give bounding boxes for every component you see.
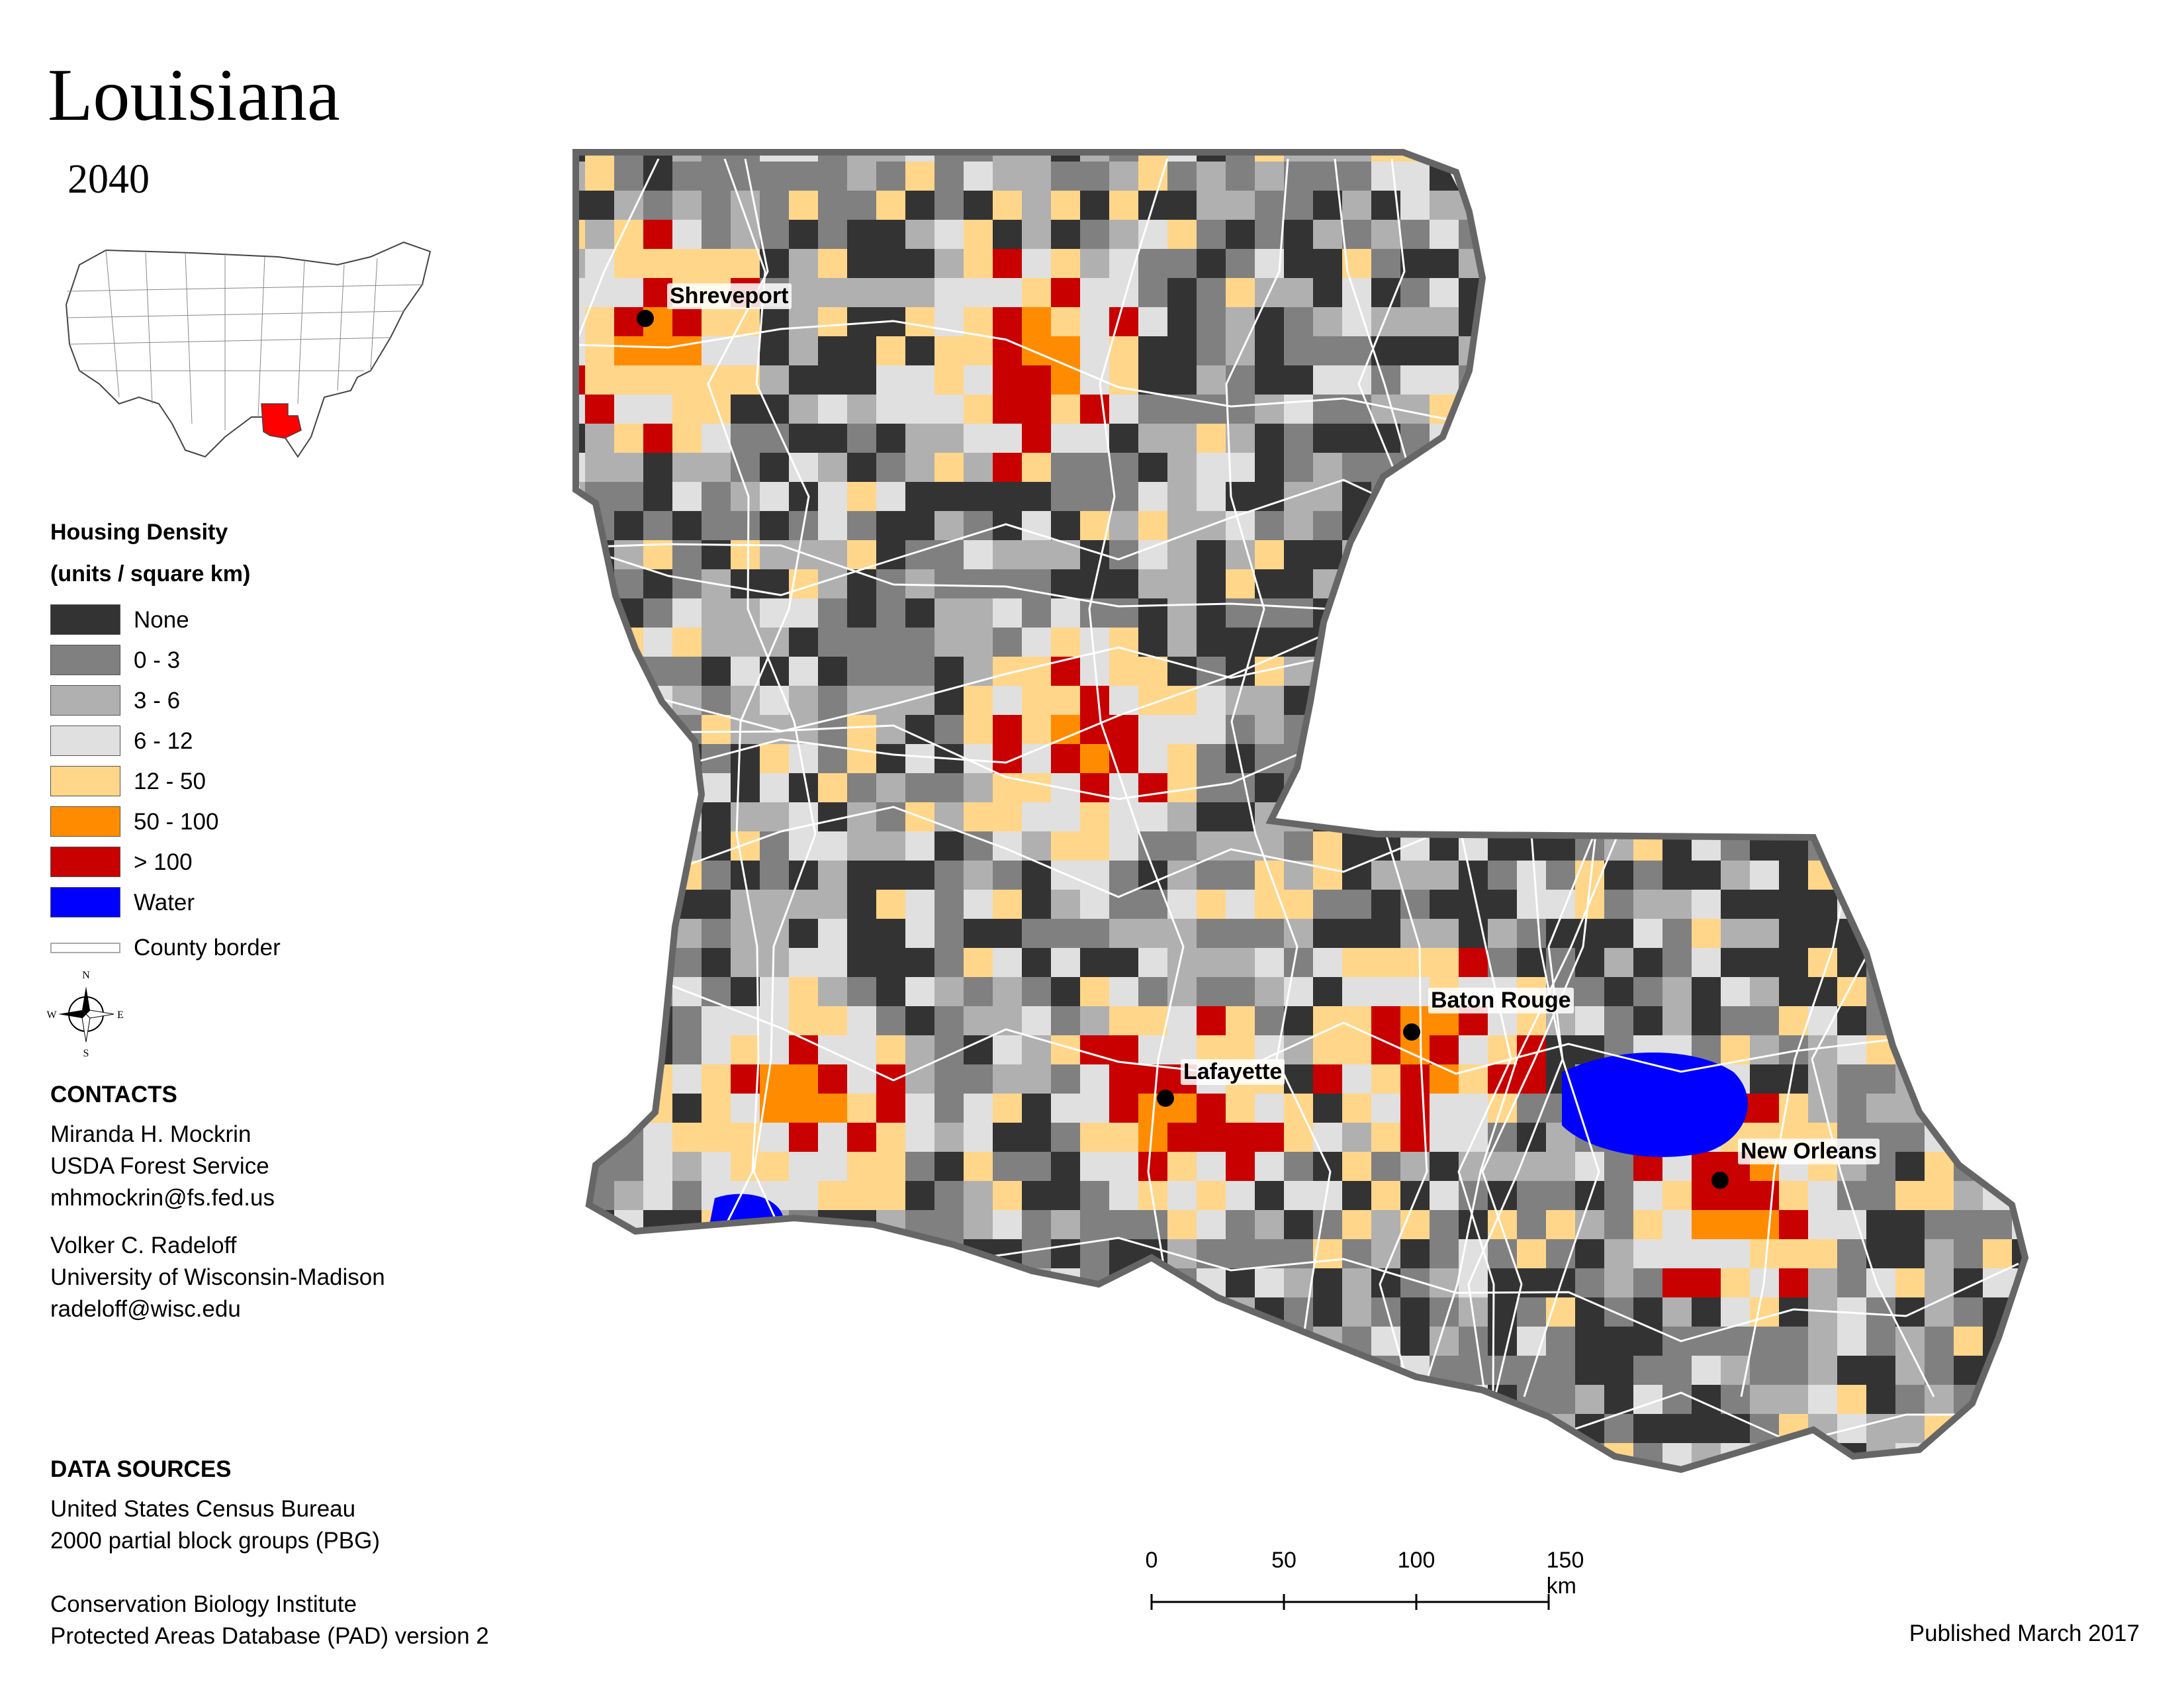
louisiana-housing-density-map: Shreveport Baton Rouge Lafayette New Orl… [556, 132, 2052, 1536]
shreveport-marker-icon[interactable] [637, 310, 654, 327]
us-locator-map [65, 241, 432, 458]
contact-org: USDA Forest Service [50, 1153, 269, 1179]
legend-swatch [50, 887, 120, 917]
contact-2: Volker C. Radeloff University of Wiscons… [50, 1230, 385, 1325]
legend-unit: (units / square km) [50, 561, 251, 586]
legend-label: 3 - 6 [134, 688, 181, 714]
data-source-line: Conservation Biology Institute [50, 1591, 357, 1617]
legend-label: > 100 [134, 849, 193, 875]
published-date: Published March 2017 [1909, 1620, 2140, 1646]
contact-name: Miranda H. Mockrin [50, 1121, 251, 1147]
map-title: Louisiana [48, 54, 340, 136]
legend-label: 6 - 12 [134, 728, 193, 754]
scale-tick-label: 0 [1145, 1548, 1158, 1573]
legend-swatch [50, 766, 120, 796]
legend-swatch [50, 806, 120, 837]
lafayette-marker-icon[interactable] [1157, 1090, 1174, 1107]
contacts-heading: CONTACTS [50, 1082, 177, 1107]
compass-rose-icon: N S E W [46, 970, 124, 1059]
contact-org: University of Wisconsin-Madison [50, 1264, 385, 1290]
data-source-line: 2000 partial block groups (PBG) [50, 1528, 381, 1554]
compass-s: S [83, 1048, 89, 1059]
scale-bar: 0 50 100 150 km [1125, 1548, 1588, 1648]
baton-rouge-marker-icon[interactable] [1403, 1023, 1420, 1041]
contact-email[interactable]: mhmockrin@fs.fed.us [50, 1185, 275, 1211]
legend-heading: Housing Density [50, 520, 228, 545]
contact-1: Miranda H. Mockrin USDA Forest Service m… [50, 1119, 275, 1214]
new-orleans-marker-icon[interactable] [1711, 1172, 1729, 1189]
data-source-line: United States Census Bureau [50, 1496, 356, 1522]
data-source-line: Protected Areas Database (PAD) version 2 [50, 1623, 489, 1649]
legend-label: Water [134, 890, 195, 915]
county-border-swatch [50, 943, 120, 953]
louisiana-highlight [261, 403, 302, 439]
data-sources-heading: DATA SOURCES [50, 1456, 232, 1482]
legend-swatch [50, 604, 120, 635]
compass-w: W [46, 1009, 57, 1021]
legend-swatch [50, 685, 120, 716]
legend-label: 50 - 100 [134, 809, 219, 835]
city-label-shreveport: Shreveport [667, 283, 792, 309]
city-label-lafayette: Lafayette [1181, 1059, 1285, 1085]
legend-label: 0 - 3 [134, 647, 181, 673]
city-label-baton-rouge: Baton Rouge [1428, 988, 1574, 1013]
legend-label: 12 - 50 [134, 769, 206, 794]
legend-swatch [50, 726, 120, 756]
legend-swatch [50, 847, 120, 877]
legend-swatch [50, 645, 120, 675]
compass-n: N [82, 970, 90, 981]
contact-name: Volker C. Radeloff [50, 1233, 237, 1258]
contact-email[interactable]: radeloff@wisc.edu [50, 1296, 241, 1322]
map-year: 2040 [68, 157, 150, 202]
scale-tick-label: 100 [1397, 1548, 1435, 1573]
scale-tick-label: 50 [1271, 1548, 1297, 1573]
legend-label: None [134, 607, 189, 633]
compass-e: E [117, 1009, 124, 1021]
county-border-label: County border [134, 935, 281, 961]
scale-tick-label: 150 km [1546, 1548, 1584, 1599]
city-label-new-orleans: New Orleans [1738, 1139, 1880, 1164]
